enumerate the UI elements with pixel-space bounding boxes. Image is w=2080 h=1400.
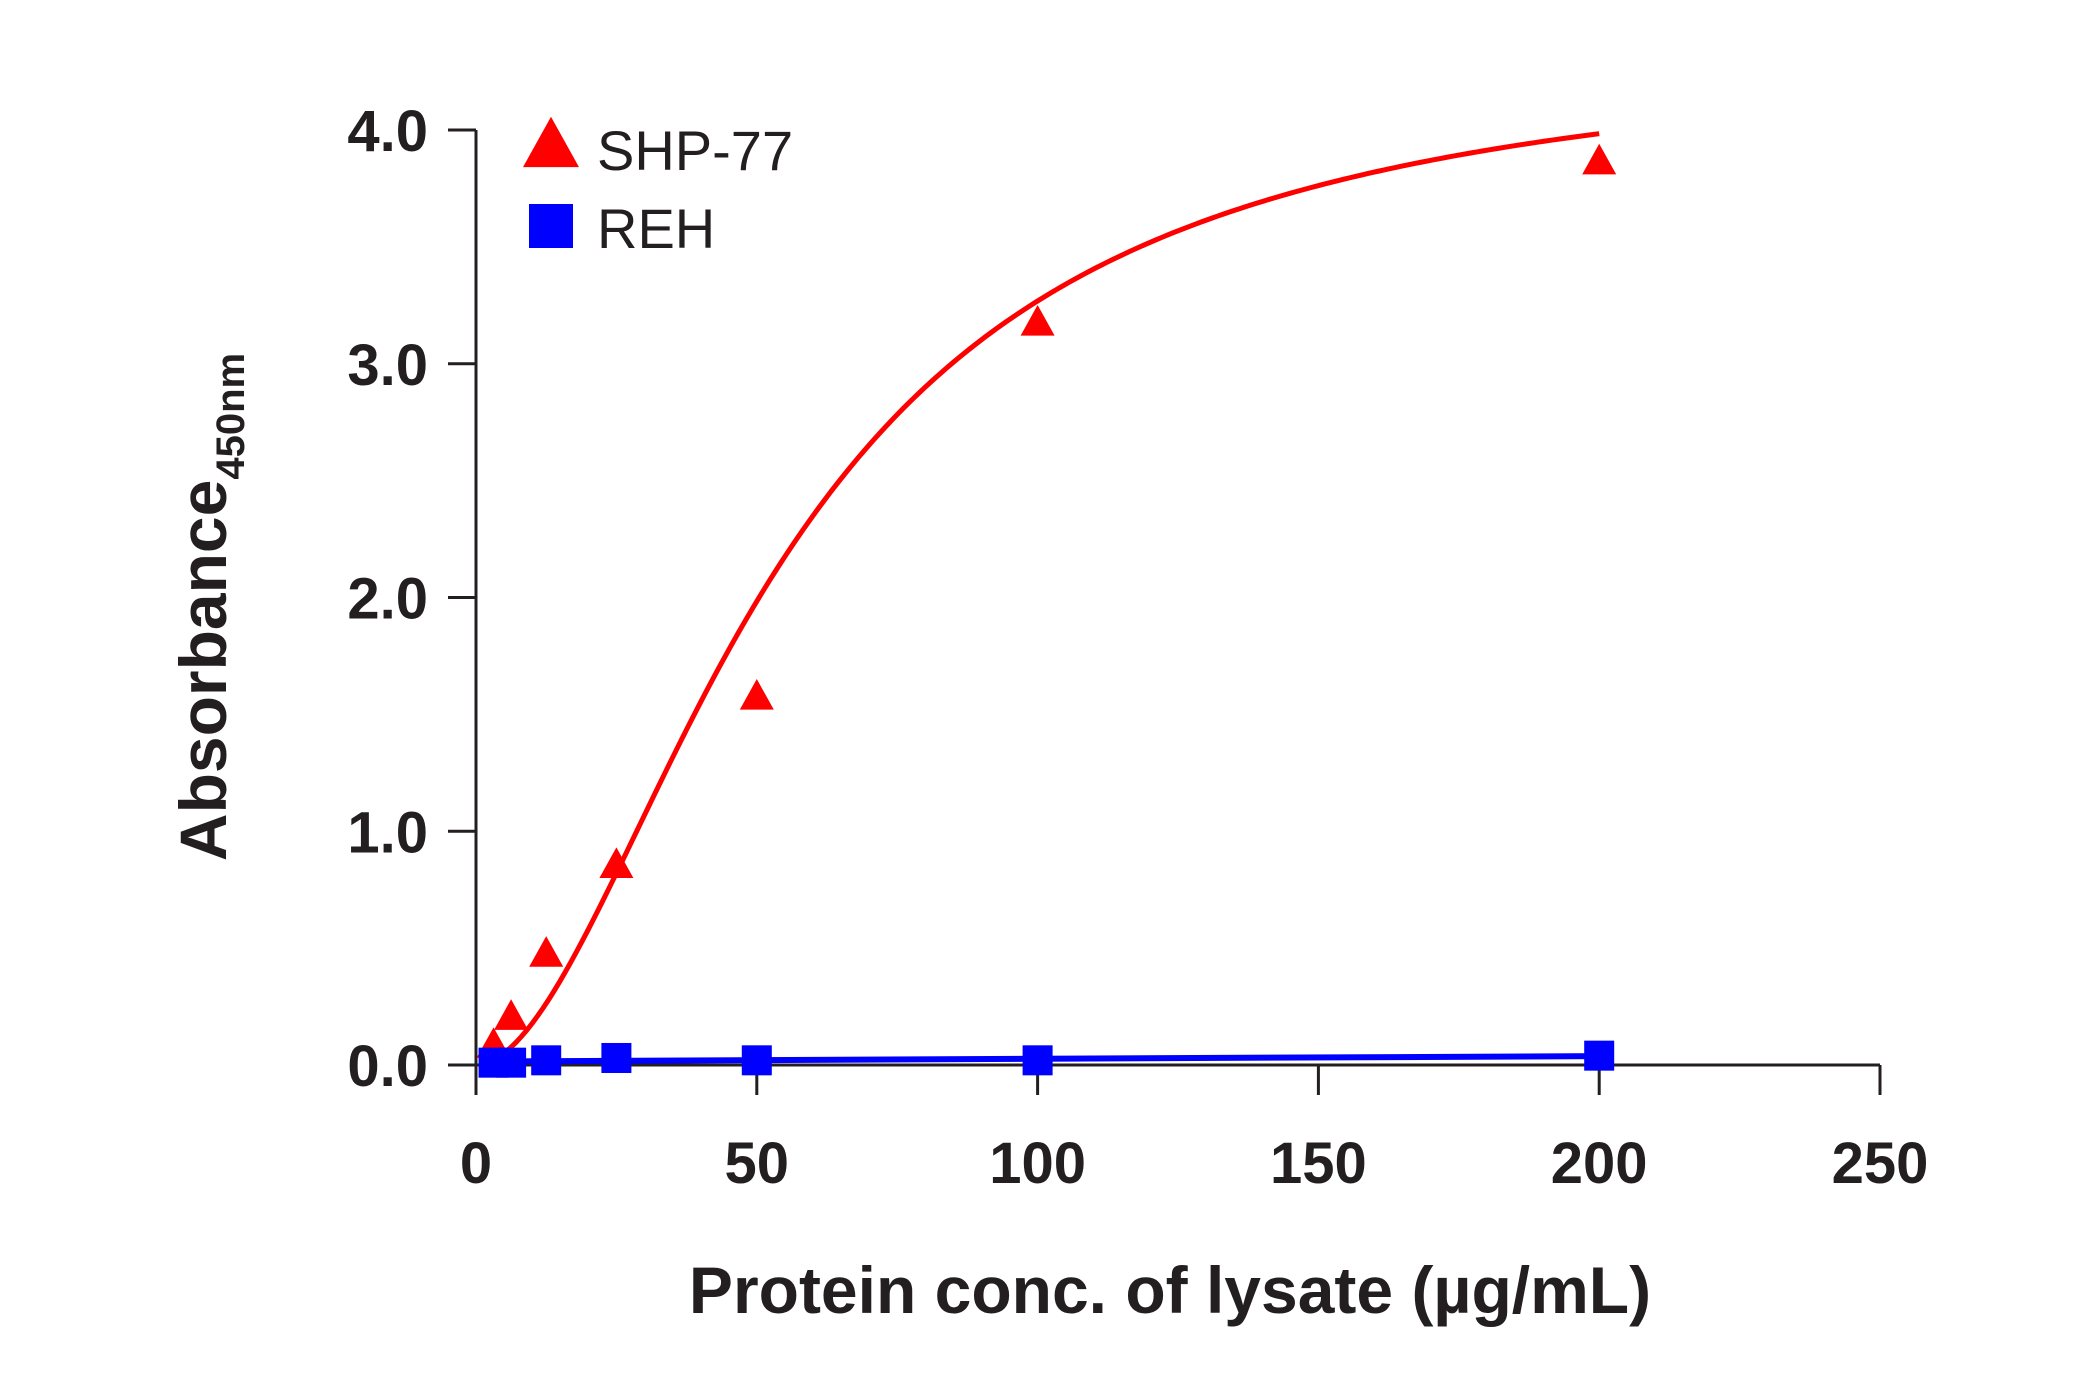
y-tick-label: 1.0 [347, 800, 428, 865]
x-tick-label: 150 [1270, 1131, 1367, 1196]
reh-point [741, 1045, 772, 1076]
x-tick-label: 100 [989, 1131, 1086, 1196]
shp-77-point [1020, 305, 1055, 336]
shp-77-fit-curve [492, 131, 1600, 1063]
y-tick-label: 2.0 [347, 567, 428, 632]
fit-curves [492, 131, 1600, 1065]
shp-77-point [529, 936, 564, 967]
x-tick-label: 200 [1551, 1131, 1648, 1196]
x-tick-label: 50 [725, 1131, 790, 1196]
shp-77-point [739, 679, 774, 710]
shp-77-point [1582, 143, 1617, 175]
y-tick-label: 4.0 [347, 99, 428, 164]
reh-point [1584, 1040, 1615, 1071]
legend-square-marker [529, 204, 573, 248]
legend-item-shp-77: SHP-77 [523, 116, 793, 182]
y-tick-label: 0.0 [347, 1034, 428, 1099]
reh-point [496, 1047, 527, 1078]
legend-triangle-marker [523, 116, 579, 168]
axes: 0.0 1.0 2.0 3.0 4.0 0 50 100 150 200 250 [347, 99, 1928, 1196]
y-axis-title-main: Absorbance [166, 480, 240, 861]
reh-point [531, 1045, 562, 1076]
x-tick-label: 250 [1832, 1131, 1929, 1196]
reh-point [601, 1042, 632, 1073]
reh-point [1022, 1045, 1053, 1076]
y-axis-title: Absorbance450nm [166, 353, 253, 861]
legend-label: REH [597, 197, 715, 260]
shp-77-point [494, 999, 529, 1030]
y-tick-label: 3.0 [347, 333, 428, 398]
shp-77-point [599, 847, 634, 878]
y-axis-title-subscript: 450nm [209, 353, 253, 480]
legend-label: SHP-77 [597, 119, 793, 182]
x-tick-label: 0 [460, 1131, 492, 1196]
legend-item-reh: REH [529, 197, 715, 260]
legend: SHP-77 REH [523, 116, 793, 260]
data-markers [476, 143, 1617, 1078]
x-axis-title: Protein conc. of lysate (µg/mL) [689, 1253, 1651, 1327]
